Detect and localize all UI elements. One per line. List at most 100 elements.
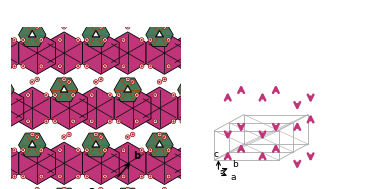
Circle shape: [58, 148, 62, 152]
Circle shape: [39, 64, 44, 68]
Circle shape: [95, 81, 97, 83]
Circle shape: [54, 10, 56, 12]
Circle shape: [89, 9, 94, 13]
Circle shape: [40, 39, 42, 41]
Circle shape: [189, 187, 194, 189]
Circle shape: [127, 136, 129, 138]
Circle shape: [44, 9, 49, 13]
Polygon shape: [92, 140, 100, 147]
Polygon shape: [14, 87, 51, 129]
Circle shape: [153, 119, 158, 124]
Circle shape: [109, 94, 111, 96]
Circle shape: [91, 94, 93, 96]
Circle shape: [166, 174, 171, 179]
Circle shape: [71, 119, 75, 124]
Circle shape: [89, 119, 94, 124]
Polygon shape: [0, 85, 5, 92]
Circle shape: [0, 188, 2, 189]
Circle shape: [63, 136, 65, 138]
Circle shape: [86, 175, 88, 177]
Circle shape: [44, 119, 49, 124]
Circle shape: [94, 22, 98, 26]
Circle shape: [4, 81, 6, 83]
Circle shape: [59, 175, 61, 177]
Circle shape: [189, 25, 194, 29]
Circle shape: [95, 133, 97, 136]
Circle shape: [99, 77, 103, 82]
Circle shape: [171, 9, 176, 13]
Circle shape: [53, 93, 57, 97]
Polygon shape: [14, 0, 51, 19]
Circle shape: [67, 22, 71, 26]
Circle shape: [13, 39, 15, 41]
Circle shape: [118, 10, 120, 12]
Circle shape: [0, 25, 3, 29]
Circle shape: [67, 80, 71, 84]
Circle shape: [8, 120, 11, 122]
Circle shape: [126, 187, 130, 189]
Polygon shape: [114, 0, 151, 19]
Polygon shape: [77, 0, 114, 19]
Circle shape: [153, 93, 158, 97]
Circle shape: [58, 174, 62, 179]
Circle shape: [123, 39, 125, 41]
Circle shape: [190, 26, 193, 28]
Circle shape: [100, 136, 102, 138]
Circle shape: [104, 175, 106, 177]
Circle shape: [154, 10, 156, 12]
Circle shape: [141, 39, 143, 41]
Text: b: b: [133, 151, 140, 161]
Circle shape: [85, 64, 89, 68]
Circle shape: [190, 188, 193, 189]
Circle shape: [99, 25, 103, 29]
Circle shape: [121, 64, 126, 68]
Circle shape: [167, 65, 170, 67]
Polygon shape: [155, 30, 164, 37]
Circle shape: [135, 93, 139, 97]
Circle shape: [0, 136, 2, 138]
Polygon shape: [114, 87, 151, 129]
Circle shape: [103, 174, 107, 179]
Circle shape: [72, 94, 74, 96]
Circle shape: [13, 65, 15, 67]
Circle shape: [162, 77, 167, 82]
Circle shape: [62, 25, 66, 29]
Polygon shape: [178, 0, 215, 19]
Circle shape: [89, 93, 94, 97]
Circle shape: [186, 175, 188, 177]
Circle shape: [213, 149, 215, 151]
Circle shape: [213, 175, 215, 177]
Polygon shape: [51, 87, 87, 129]
Polygon shape: [187, 85, 196, 92]
Circle shape: [54, 120, 56, 122]
Circle shape: [139, 148, 144, 152]
Polygon shape: [178, 87, 215, 129]
Circle shape: [121, 174, 126, 179]
Circle shape: [123, 175, 125, 177]
Circle shape: [12, 38, 17, 42]
Circle shape: [26, 93, 30, 97]
Circle shape: [108, 9, 112, 13]
Circle shape: [162, 25, 167, 29]
Circle shape: [13, 175, 15, 177]
Circle shape: [72, 120, 74, 122]
Circle shape: [117, 119, 121, 124]
Circle shape: [45, 10, 47, 12]
Circle shape: [172, 120, 174, 122]
Polygon shape: [109, 142, 146, 184]
Circle shape: [141, 65, 143, 67]
Polygon shape: [0, 142, 19, 184]
Circle shape: [85, 148, 89, 152]
Circle shape: [109, 120, 111, 122]
Circle shape: [217, 119, 221, 124]
Circle shape: [141, 175, 143, 177]
Circle shape: [36, 188, 38, 189]
Circle shape: [53, 119, 57, 124]
Circle shape: [85, 38, 89, 42]
Circle shape: [148, 174, 153, 179]
Circle shape: [158, 23, 161, 25]
Circle shape: [139, 64, 144, 68]
Polygon shape: [50, 188, 78, 189]
Circle shape: [126, 77, 130, 82]
Circle shape: [95, 23, 97, 25]
